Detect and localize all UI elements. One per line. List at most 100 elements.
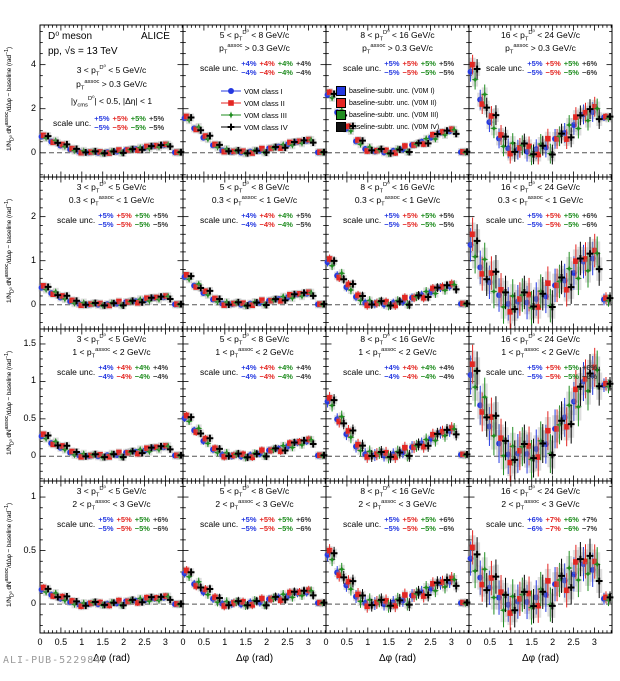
scale-unc-minus: −5% — [545, 68, 561, 77]
scale-unc-minus: −7% — [545, 524, 561, 533]
y-tick-label: 1 — [30, 491, 36, 502]
collision-system-label: pp, √s = 13 TeV — [48, 46, 118, 57]
scale-unc-plus: +6% — [295, 515, 312, 524]
scale-unc-suffix: scale unc. — [486, 215, 525, 225]
x-tick-label: 0.5 — [197, 637, 211, 647]
scale-unc-plus: +4% — [259, 363, 275, 372]
assoc-pt-range-label: 1 < pTassoc < 2 GeV/c — [215, 347, 294, 360]
assoc-pt-range-label: 1 < pTassoc < 2 GeV/c — [72, 347, 151, 360]
scale-unc-minus: −4% — [134, 372, 150, 381]
scale-unc-minus: −4% — [420, 372, 436, 381]
scale-uncertainty-block: +5% +5% +5% +5% scale unc. −5% −5% −5% −5% — [54, 211, 168, 229]
dpt-range-label: 5 < pTD⁰ < 8 GeV/c — [219, 30, 290, 43]
scale-unc-minus: −5% — [545, 372, 561, 381]
dpt-range-label: 8 < pTD⁰ < 16 GeV/c — [360, 182, 435, 195]
scale-unc-minus: −5% — [563, 372, 579, 381]
scale-unc-plus: +4% — [116, 363, 132, 372]
scale-unc-minus: −4% — [259, 372, 275, 381]
scale-unc-minus: −4% — [116, 372, 132, 381]
scale-unc-plus: +4% — [241, 363, 257, 372]
y-tick-label: 0 — [30, 450, 36, 461]
y-tick-label: 0.5 — [23, 412, 36, 423]
legend-box-icon — [336, 98, 346, 108]
scale-unc-plus: +4% — [277, 363, 293, 372]
scale-unc-minus: −4% — [259, 220, 275, 229]
assoc-pt-range-label: 2 < pTassoc < 3 GeV/c — [501, 499, 580, 512]
legend-item-v0m-class: V0M class III — [221, 109, 287, 121]
panel-r2c1 — [181, 328, 328, 482]
scale-unc-plus: +6% — [527, 515, 543, 524]
x-tick-label: 1 — [222, 637, 228, 647]
scale-unc-plus: +5% — [563, 363, 579, 372]
series-v0m-class-iv — [44, 584, 185, 610]
panel-r3c3 — [467, 480, 614, 634]
scale-unc-plus: +5% — [402, 515, 418, 524]
series-v0m-class-ii — [326, 391, 466, 464]
legend-label: V0M class II — [244, 98, 285, 108]
dpt-range-label: 3 < pTD⁰ < 5 GeV/c — [76, 182, 147, 195]
scale-unc-minus: −5% — [116, 220, 132, 229]
scale-unc-minus: −5% — [241, 524, 257, 533]
y-axis-title: 1/ND⁰ dNassoc/dΔφ − baseline (rad−1) — [4, 351, 16, 455]
scale-unc-plus: +7% — [581, 515, 598, 524]
x-tick-label: 1 — [508, 637, 514, 647]
legend-label: V0M class I — [244, 86, 283, 96]
dpt-range-label: 3 < pTD⁰ < 5 GeV/c — [76, 486, 147, 499]
scale-unc-minus: −5% — [420, 524, 436, 533]
scale-unc-plus: +4% — [295, 59, 312, 68]
scale-unc-suffix: scale unc. — [343, 215, 382, 225]
scale-unc-minus: −5% — [112, 123, 128, 132]
dpt-range-label: 3 < pTD⁰ < 5 GeV/c — [76, 334, 147, 347]
scale-unc-minus: −5% — [420, 68, 436, 77]
scale-uncertainty-block: +4% +4% +4% +4% scale unc. −4% −4% −4% −4% — [197, 363, 311, 381]
legend-item-baseline-unc: baseline-subtr. unc. (V0M IV) — [336, 121, 439, 133]
y-tick-label: 0 — [30, 298, 36, 309]
series-v0m-class-iv — [473, 537, 614, 628]
panel-r3c2 — [324, 480, 471, 634]
x-tick-label: 2 — [407, 637, 413, 647]
scale-unc-plus: +5% — [545, 211, 561, 220]
series-v0m-class-ii — [40, 583, 180, 611]
scale-unc-minus: −7% — [581, 524, 598, 533]
scale-unc-plus: +4% — [438, 363, 455, 372]
scale-unc-minus: −5% — [134, 220, 150, 229]
dpt-range-label: 16 < pTD⁰ < 24 GeV/c — [500, 182, 580, 195]
series-v0m-class-ii — [183, 566, 323, 611]
scale-unc-minus: −5% — [527, 220, 543, 229]
rapidity-eta-label: |ycmsD⁰| < 0.5, |Δη| < 1 — [70, 96, 153, 109]
y-tick-label: 1 — [30, 254, 36, 265]
x-tick-label: 3 — [162, 637, 168, 647]
scale-unc-plus: +4% — [277, 59, 293, 68]
panel-r1c2 — [324, 176, 471, 330]
scale-unc-minus: −6% — [581, 220, 598, 229]
scale-uncertainty-block: +5% +5% +5% +6% scale unc. −5% −5% −5% −6% — [197, 515, 311, 533]
x-tick-label: 2.5 — [138, 637, 151, 647]
y-tick-label: 0 — [30, 146, 36, 157]
series-v0m-class-iv — [187, 567, 328, 610]
assoc-pt-range-label: 2 < pTassoc < 3 GeV/c — [72, 499, 151, 512]
scale-unc-plus: +4% — [241, 59, 257, 68]
scale-unc-suffix: scale unc. — [200, 367, 239, 377]
y-tick-label: 2 — [30, 102, 36, 113]
scale-uncertainty-block: +5% +5% +5% +6% scale unc. −5% −5% −5% −6% — [54, 515, 168, 533]
scale-uncertainty-block: +4% +4% +4% +4% scale unc. −4% −4% −4% −4% — [54, 363, 168, 381]
x-tick-label: 0.5 — [54, 637, 68, 647]
scale-unc-plus: +4% — [259, 211, 275, 220]
scale-unc-plus: +5% — [545, 363, 561, 372]
scale-unc-plus: +4% — [98, 363, 114, 372]
series-v0m-class-ii — [40, 430, 180, 461]
scale-unc-minus: −5% — [527, 68, 543, 77]
legend-item-baseline-unc: baseline-subtr. unc. (V0M II) — [336, 97, 437, 109]
x-tick-label: 1.5 — [239, 637, 252, 647]
scale-unc-suffix: scale unc. — [343, 367, 382, 377]
scale-unc-plus: +6% — [581, 59, 598, 68]
scale-unc-minus: −6% — [295, 524, 312, 533]
scale-unc-suffix: scale unc. — [53, 118, 92, 128]
series-v0m-class-iii — [471, 236, 613, 325]
legend-label: V0M class IV — [244, 122, 288, 132]
scale-unc-plus: +4% — [259, 59, 275, 68]
legend-box-icon — [336, 86, 346, 96]
scale-unc-suffix: scale unc. — [343, 519, 382, 529]
legend-label: baseline-subtr. unc. (V0M II) — [349, 99, 437, 107]
